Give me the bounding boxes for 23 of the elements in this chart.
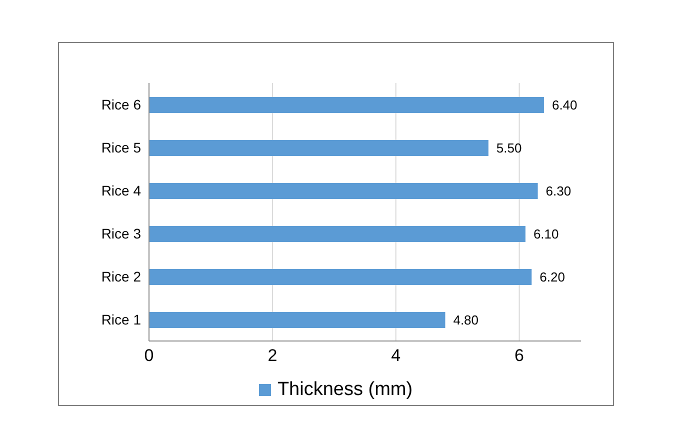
bar [149, 269, 532, 285]
bar [149, 97, 544, 113]
x-tick-label: 4 [391, 346, 401, 366]
y-tick-label: Rice 3 [101, 225, 142, 242]
bar [149, 183, 538, 199]
y-tick-label: Rice 4 [101, 182, 142, 198]
bar [149, 226, 526, 242]
bar [149, 312, 446, 328]
data-label: 6.30 [546, 183, 572, 198]
y-tick-label: Rice 5 [101, 139, 142, 156]
bar [149, 140, 488, 156]
data-label: 6.40 [552, 97, 578, 112]
data-label: 6.20 [540, 269, 565, 284]
legend-label: Thickness (mm) [277, 379, 413, 401]
x-tick-label: 6 [514, 346, 524, 366]
x-tick-label: 2 [268, 346, 278, 366]
y-tick-label: Rice 2 [101, 268, 142, 284]
data-label: 5.50 [496, 140, 522, 156]
data-label: 6.10 [533, 226, 559, 242]
x-tick-label: 0 [144, 346, 154, 366]
y-tick-label: Rice 1 [101, 311, 142, 328]
y-tick-label: Rice 6 [101, 96, 142, 112]
data-label: 4.80 [453, 312, 479, 328]
